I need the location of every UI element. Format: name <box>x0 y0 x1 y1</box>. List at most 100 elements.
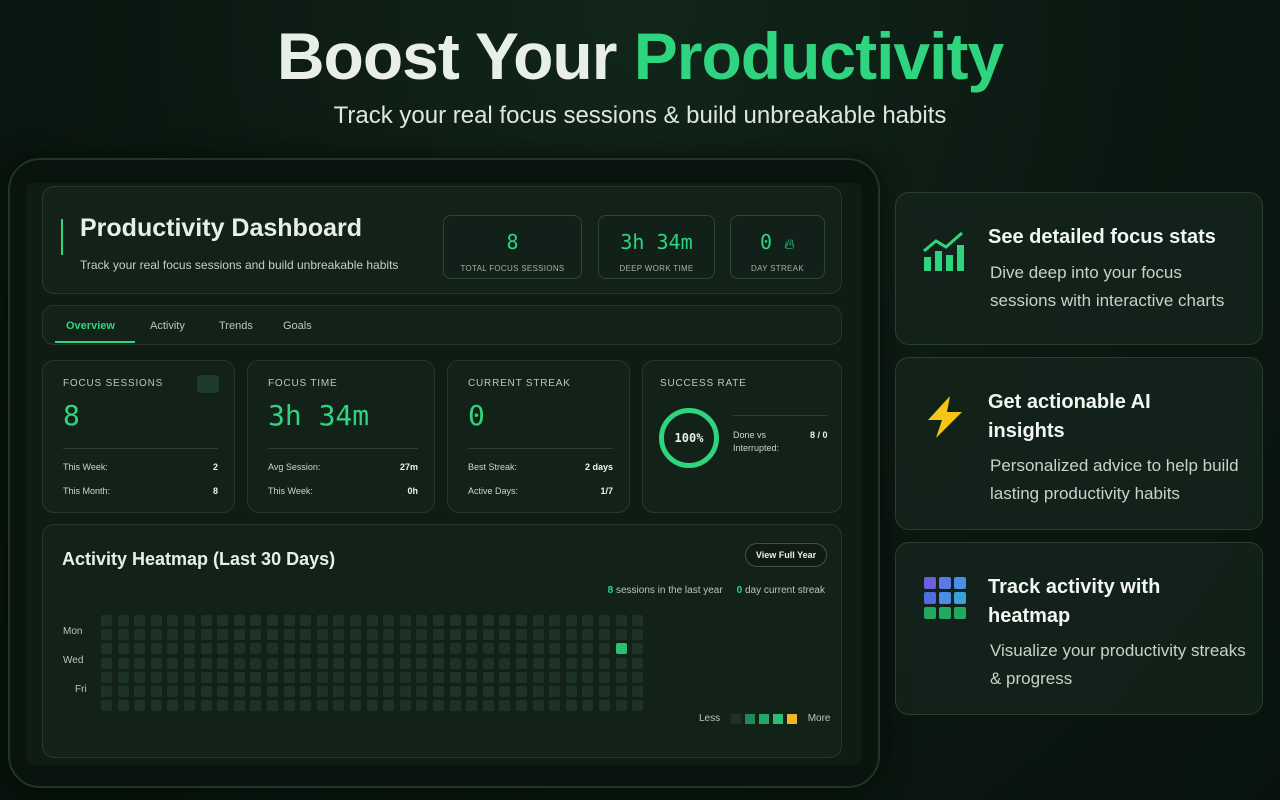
heatmap-cell <box>599 643 610 655</box>
card-label: FOCUS TIME <box>268 378 338 389</box>
heatmap-cell <box>167 671 179 683</box>
stat-label: DEEP WORK TIME <box>619 264 694 273</box>
heatmap-cell <box>383 657 395 669</box>
tab[interactable]: Goals <box>283 320 312 332</box>
metric-card: FOCUS SESSIONS 8 This Week: 2 This Month:… <box>42 360 235 513</box>
heatmap-cell <box>134 629 146 641</box>
headline-highlight: Productivity <box>633 19 1004 93</box>
heatmap-cell <box>150 629 162 641</box>
heatmap-cell <box>167 657 179 669</box>
heatmap-cell <box>167 629 179 641</box>
row-label: This Week: <box>63 462 108 472</box>
heatmap-cell <box>399 700 411 712</box>
heatmap-cell <box>599 700 610 712</box>
row-value: 27m <box>399 462 418 472</box>
heatmap-cell <box>549 643 561 655</box>
feature-description: Personalized advice to help build lastin… <box>990 456 1239 503</box>
heatmap-cell <box>466 671 478 683</box>
heatmap-cell <box>482 629 494 641</box>
heatmap-cell <box>316 700 328 712</box>
feature-description: Visualize your productivity streaks & pr… <box>990 641 1246 688</box>
heatmap-cell <box>565 615 577 626</box>
heatmap-cell <box>632 657 644 669</box>
heatmap-cell <box>449 657 461 669</box>
heatmap-cell <box>599 629 610 641</box>
row-label: Avg Session: <box>268 462 321 472</box>
heatmap-cell <box>250 671 262 683</box>
success-detail-label: Done vs Interrupted: <box>733 430 780 453</box>
heatmap-cell <box>101 700 112 712</box>
legend-swatch <box>786 713 797 724</box>
heatmap-cell <box>565 671 577 683</box>
heatmap-cell <box>117 615 129 626</box>
heatmap-cell <box>283 671 295 683</box>
heatmap-cell <box>250 700 262 712</box>
dashboard-header: Productivity Dashboard Track your real f… <box>42 186 842 294</box>
heatmap-cell <box>433 629 444 641</box>
card-value: 0 <box>468 399 485 432</box>
legend-swatch <box>758 713 769 724</box>
heatmap-cell <box>167 686 179 697</box>
heatmap-cell <box>134 643 146 655</box>
heatmap-cell <box>267 615 278 626</box>
heatmap-cell <box>433 643 444 655</box>
heatmap-cell <box>565 629 577 641</box>
tab[interactable]: Trends <box>219 320 253 332</box>
heatmap-cell <box>350 615 361 626</box>
heatmap-cell <box>466 629 478 641</box>
heatmap-cell <box>233 671 245 683</box>
heatmap-cell <box>516 643 527 655</box>
heatmap-cell <box>167 615 179 626</box>
heatmap-cell <box>333 615 345 626</box>
heatmap-cell <box>599 615 610 626</box>
chart-icon <box>923 231 964 271</box>
heatmap-cell <box>549 700 561 712</box>
feature-card: See detailed focus stats Dive deep into … <box>895 192 1263 345</box>
day-label: Fri <box>75 684 87 695</box>
legend-swatch <box>730 713 741 724</box>
heatmap-cell <box>316 671 328 683</box>
card-row: This Week: 0h <box>268 486 418 496</box>
heatmap-cell <box>632 615 644 626</box>
heatmap-cell <box>482 700 494 712</box>
view-full-year-button[interactable]: View Full Year <box>745 543 827 567</box>
heatmap-cell <box>532 615 544 626</box>
streak-text: day current streak <box>744 585 825 596</box>
tab[interactable]: Activity <box>150 320 185 332</box>
heatmap-cell <box>383 686 395 697</box>
heatmap-grid <box>101 615 661 715</box>
heatmap-cell <box>532 629 544 641</box>
heatmap-cell <box>233 629 245 641</box>
heatmap-cell <box>416 657 428 669</box>
heatmap-cell <box>134 657 146 669</box>
legend-swatch <box>744 713 755 724</box>
heatmap-cell <box>416 615 428 626</box>
dashboard-subtitle: Track your real focus sessions and build… <box>80 258 399 272</box>
heatmap-cell <box>117 643 129 655</box>
heatmap-cell <box>134 686 146 697</box>
heatmap-cell <box>599 657 610 669</box>
heatmap-cell <box>499 629 511 641</box>
heatmap-legend: Less More <box>699 713 830 724</box>
heatmap-cell <box>117 671 129 683</box>
heatmap-cell <box>516 700 527 712</box>
card-value: 3h 34m <box>268 399 370 432</box>
tab[interactable]: Overview <box>66 320 115 332</box>
heatmap-cell <box>184 700 195 712</box>
heatmap-cell <box>134 671 146 683</box>
heatmap-cell <box>350 643 361 655</box>
heatmap-cell <box>267 700 278 712</box>
heatmap-cell <box>516 615 527 626</box>
heatmap-cell <box>233 643 245 655</box>
heatmap-cell <box>233 700 245 712</box>
stat-value-text: 0 <box>759 230 772 254</box>
row-value: 1/7 <box>600 486 613 496</box>
heatmap-cell <box>416 643 428 655</box>
headline-start: Boost Your <box>276 19 618 93</box>
heatmap-cell <box>615 615 627 626</box>
heatmap-cell <box>184 657 195 669</box>
heatmap-cell <box>366 700 378 712</box>
heatmap-cell <box>466 615 478 626</box>
sessions-count: 8 <box>607 585 614 596</box>
heatmap-cell <box>184 643 195 655</box>
